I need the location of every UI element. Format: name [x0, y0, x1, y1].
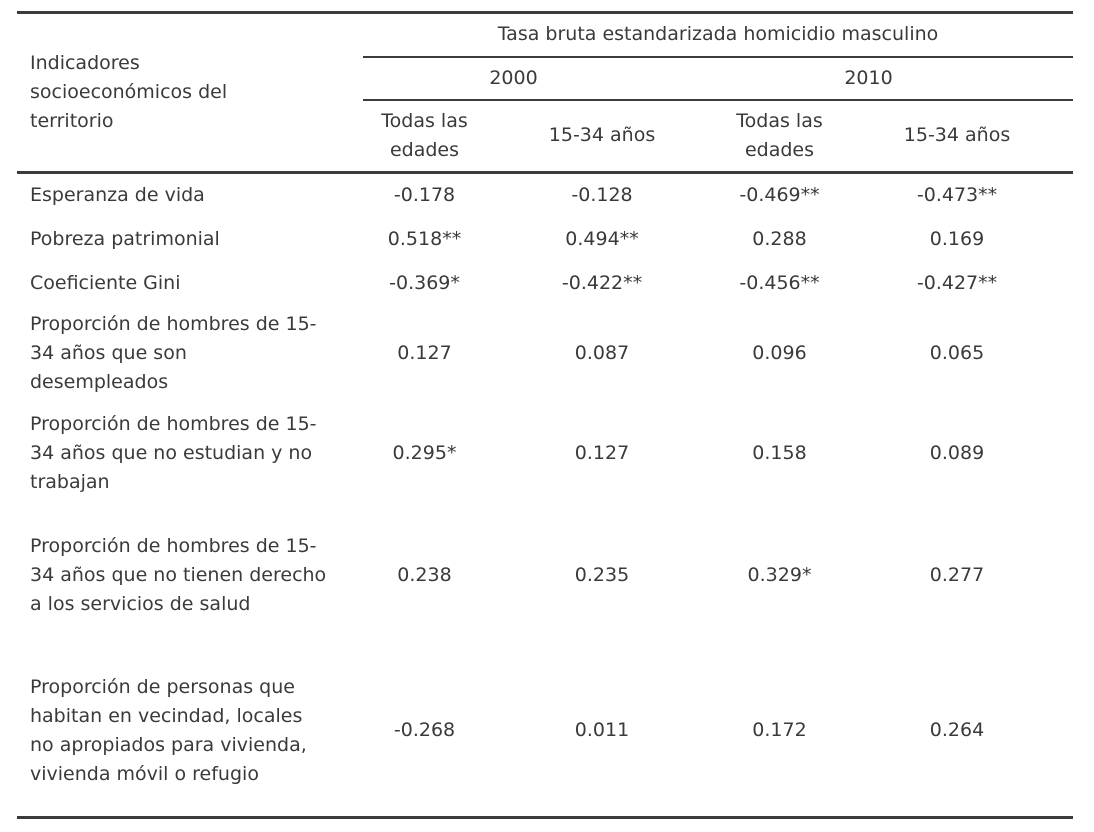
stub-header-label: Indicadores socioeconómicos del territor… — [30, 52, 228, 132]
cell-value: 0.518** — [387, 228, 462, 250]
column-header-label: Todas las edades — [736, 109, 823, 161]
cell-value: 0.089 — [929, 441, 985, 464]
cell-value: 0.235 — [574, 564, 630, 586]
cell-value: 0.127 — [574, 441, 630, 464]
column-header-label: 15-34 años — [548, 124, 656, 147]
cell-value: 0.127 — [397, 341, 452, 364]
row-label: Proporción de personas que habitan en ve… — [30, 675, 307, 785]
table-row: Proporción de hombres de 15-34 años que … — [17, 401, 1073, 506]
cell-value: -0.268 — [393, 719, 456, 742]
cell-value: -0.369* — [389, 272, 460, 294]
cell-value: -0.422** — [561, 272, 643, 294]
row-label: Esperanza de vida — [30, 184, 205, 207]
row-label: Proporción de hombres de 15-34 años que … — [30, 412, 317, 493]
table-row: Proporción de personas que habitan en ve… — [17, 646, 1073, 818]
row-label: Proporción de hombres de 15-34 años que … — [30, 312, 317, 393]
cell-value: -0.469** — [739, 184, 820, 207]
column-header-label: Todas las edades — [381, 109, 468, 161]
cell-value: 0.158 — [752, 441, 807, 464]
cell-value: 0.238 — [397, 564, 452, 586]
cell-value: 0.277 — [929, 564, 985, 586]
cell-value: -0.473** — [916, 184, 998, 207]
cell-value: -0.128 — [571, 184, 633, 207]
cell-value: 0.295* — [392, 441, 457, 464]
column-header-15-34-2000: 15-34 años — [540, 99, 718, 174]
correlation-table: Indicadores socioeconómicos del territor… — [17, 11, 1073, 819]
column-header-all-ages-2000: Todas las edades — [363, 99, 540, 174]
column-header-label: 15-34 años — [903, 124, 1011, 147]
header-row-years: 2000 2010 — [17, 56, 1073, 101]
table-title: Tasa bruta estandarizada homicidio mascu… — [363, 12, 1073, 58]
year-group-2010: 2010 — [718, 56, 1073, 101]
table-row: Proporción de hombres de 15-34 años que … — [17, 506, 1073, 646]
table-row: Proporción de hombres de 15-34 años que … — [17, 306, 1073, 401]
row-label: Coeficiente Gini — [30, 272, 181, 294]
stub-header-cell: Indicadores socioeconómicos del territor… — [17, 12, 363, 174]
cell-value: -0.178 — [393, 184, 456, 207]
cell-value: 0.169 — [929, 228, 985, 250]
cell-value: -0.427** — [916, 272, 998, 294]
table-row: Coeficiente Gini -0.369* -0.422** -0.456… — [17, 262, 1073, 306]
table-row: Pobreza patrimonial 0.518** 0.494** 0.28… — [17, 218, 1073, 262]
cell-value: 0.087 — [574, 341, 630, 364]
cell-value: 0.065 — [929, 341, 985, 364]
year-group-2000: 2000 — [363, 56, 718, 101]
header-row-subcolumns: Todas las edades 15-34 años Todas las ed… — [17, 99, 1073, 174]
column-header-all-ages-2010: Todas las edades — [718, 99, 895, 174]
cell-value: 0.264 — [929, 719, 985, 742]
cell-value: 0.288 — [752, 228, 807, 250]
cell-value: 0.494** — [565, 228, 639, 250]
row-label: Proporción de hombres de 15-34 años que … — [30, 535, 327, 615]
header-row-title: Indicadores socioeconómicos del territor… — [17, 12, 1073, 174]
cell-value: -0.456** — [739, 272, 820, 294]
cell-value: 0.172 — [752, 719, 807, 742]
cell-value: 0.329* — [747, 564, 812, 586]
cell-value: 0.096 — [752, 341, 807, 364]
table-row: Esperanza de vida -0.178 -0.128 -0.469**… — [17, 173, 1073, 218]
cell-value: 0.011 — [574, 719, 630, 742]
column-header-15-34-2010: 15-34 años — [895, 99, 1073, 174]
table-header: Indicadores socioeconómicos del territor… — [17, 12, 1073, 174]
table-body: Esperanza de vida -0.178 -0.128 -0.469**… — [17, 173, 1073, 818]
row-label: Pobreza patrimonial — [30, 228, 220, 250]
